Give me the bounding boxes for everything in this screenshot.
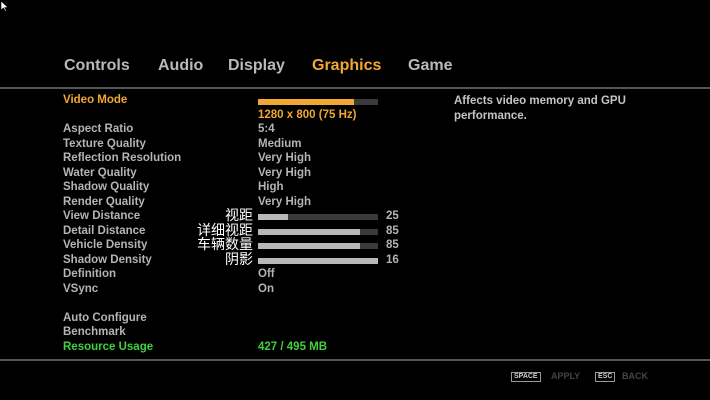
video-mode-value: 1280 x 800 (75 Hz) [258,109,357,121]
tab-graphics[interactable]: Graphics [312,57,382,74]
vsync-value: On [258,282,274,295]
vehicle-density-slider[interactable] [258,243,378,249]
space-key-icon: SPACE [511,372,541,382]
reflection-resolution-label[interactable]: Reflection Resolution [63,152,182,164]
resource-usage-value: 427 / 495 MB [258,340,328,353]
resource-usage-label: Resource Usage [63,340,154,353]
benchmark-button[interactable]: Benchmark [63,326,126,338]
video-mode-label[interactable]: Video Mode [63,94,128,106]
shadow-quality-value: High [258,181,284,193]
mouse-cursor-icon [1,1,9,12]
vsync-label[interactable]: VSync [63,282,99,295]
reflection-resolution-value: Very High [258,152,312,164]
esc-key-icon: ESC [595,372,616,382]
detail-distance-value: 85 [386,224,399,237]
detail-distance-label[interactable]: Detail Distance [63,224,146,237]
shadow-density-label[interactable]: Shadow Density [63,253,152,266]
setting-description: Affects video memory and GPU performance… [454,95,626,122]
view-distance-slider[interactable] [258,214,378,220]
view-distance-label[interactable]: View Distance [63,210,141,222]
header-divider [0,87,710,89]
video-mode-slider[interactable] [258,99,378,105]
vehicle-density-label[interactable]: Vehicle Density [63,239,148,251]
water-quality-label[interactable]: Water Quality [63,166,137,179]
texture-quality-value: Medium [258,137,302,150]
shadow-density-slider[interactable] [258,257,378,264]
back-button[interactable]: BACK [622,371,648,381]
tab-game[interactable]: Game [408,57,453,74]
detail-distance-slider[interactable] [258,228,378,235]
auto-configure-button[interactable]: Auto Configure [63,311,147,324]
footer-divider [0,359,710,361]
tab-controls[interactable]: Controls [64,57,130,74]
texture-quality-label[interactable]: Texture Quality [63,137,146,150]
view-distance-annotation: 视距 [225,208,253,224]
aspect-ratio-label[interactable]: Aspect Ratio [63,123,134,135]
vehicle-density-annotation: 车辆数量 [197,237,253,253]
detail-distance-annotation: 详细视距 [197,222,253,239]
apply-button[interactable]: APPLY [551,371,581,381]
aspect-ratio-value: 5:4 [258,123,275,135]
shadow-quality-label[interactable]: Shadow Quality [63,181,150,193]
definition-value: Off [258,268,275,280]
render-quality-value: Very High [258,195,312,208]
vehicle-density-value: 85 [386,239,399,251]
view-distance-value: 25 [386,210,399,222]
shadow-density-annotation: 阴影 [225,251,253,268]
shadow-density-value: 16 [386,253,399,266]
definition-label[interactable]: Definition [63,268,117,280]
tab-audio[interactable]: Audio [158,57,204,74]
tab-display[interactable]: Display [228,57,285,74]
water-quality-value: Very High [258,166,312,179]
render-quality-label[interactable]: Render Quality [63,195,145,208]
